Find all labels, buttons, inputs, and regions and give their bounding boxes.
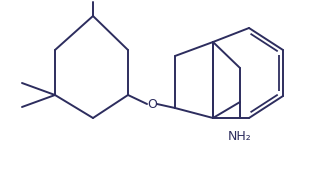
Text: NH₂: NH₂ <box>228 130 252 143</box>
Text: O: O <box>147 97 157 110</box>
